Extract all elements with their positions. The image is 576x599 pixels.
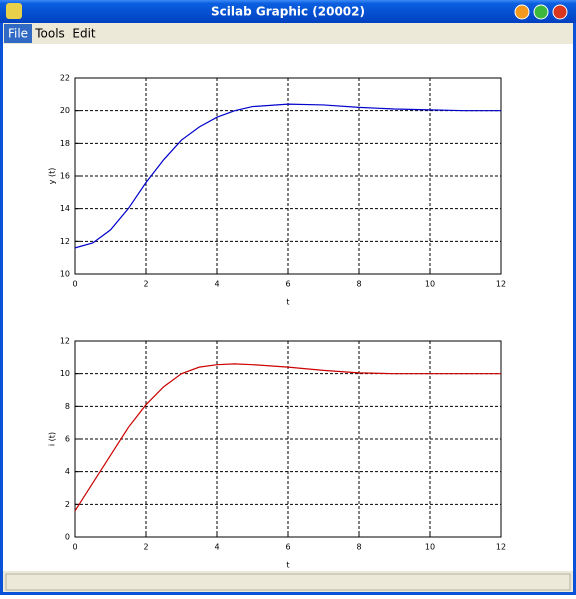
x-tick-label: 0: [72, 543, 77, 552]
y-tick-label: 10: [60, 270, 70, 279]
y-tick-label: 4: [65, 467, 70, 476]
menu-highlight: [4, 24, 32, 43]
y-tick-label: 12: [60, 237, 70, 246]
title-bar: [0, 0, 576, 23]
x-tick-label: 6: [285, 280, 290, 289]
y-tick-label: 12: [60, 337, 70, 346]
data-line: [74, 103, 501, 249]
y-axis-label: y (t): [48, 168, 57, 185]
y-tick-label: 8: [65, 402, 70, 411]
x-tick-label: 12: [496, 543, 506, 552]
x-tick-label: 6: [285, 543, 290, 552]
window-title: Scilab Graphic (20002): [211, 5, 365, 19]
x-tick-label: 12: [496, 280, 506, 289]
x-tick-label: 10: [425, 543, 435, 552]
y-tick-label: 6: [65, 435, 70, 444]
x-tick-label: 10: [425, 280, 435, 289]
status-field: [5, 573, 571, 591]
x-tick-label: 4: [214, 280, 219, 289]
menu-item[interactable]: Edit: [72, 27, 96, 41]
maximize-button[interactable]: [533, 4, 549, 20]
y-tick-label: 14: [60, 204, 70, 213]
y-tick-label: 0: [65, 533, 70, 542]
x-tick-label: 2: [143, 543, 148, 552]
y-tick-label: 10: [60, 369, 70, 378]
y-tick-label: 18: [60, 139, 70, 148]
x-tick-label: 8: [356, 543, 361, 552]
data-line: [74, 363, 501, 512]
status-bar: [3, 571, 573, 592]
y-tick-label: 2: [65, 500, 70, 509]
x-tick-label: 4: [214, 543, 219, 552]
x-axis-label: t: [286, 561, 289, 570]
y-axis-label: i (t): [48, 432, 57, 446]
minimize-button[interactable]: [514, 4, 530, 20]
y-tick-label: 20: [60, 106, 70, 115]
x-axis-label: t: [286, 298, 289, 307]
y-tick-label: 16: [60, 172, 70, 181]
x-tick-label: 8: [356, 280, 361, 289]
close-button[interactable]: [552, 4, 568, 20]
menu-item[interactable]: File: [8, 27, 28, 41]
menu-bar: [3, 23, 573, 44]
x-tick-label: 2: [143, 280, 148, 289]
menu-item[interactable]: Tools: [34, 27, 65, 41]
x-tick-label: 0: [72, 280, 77, 289]
y-tick-label: 22: [60, 74, 70, 83]
app-icon: [6, 3, 22, 19]
